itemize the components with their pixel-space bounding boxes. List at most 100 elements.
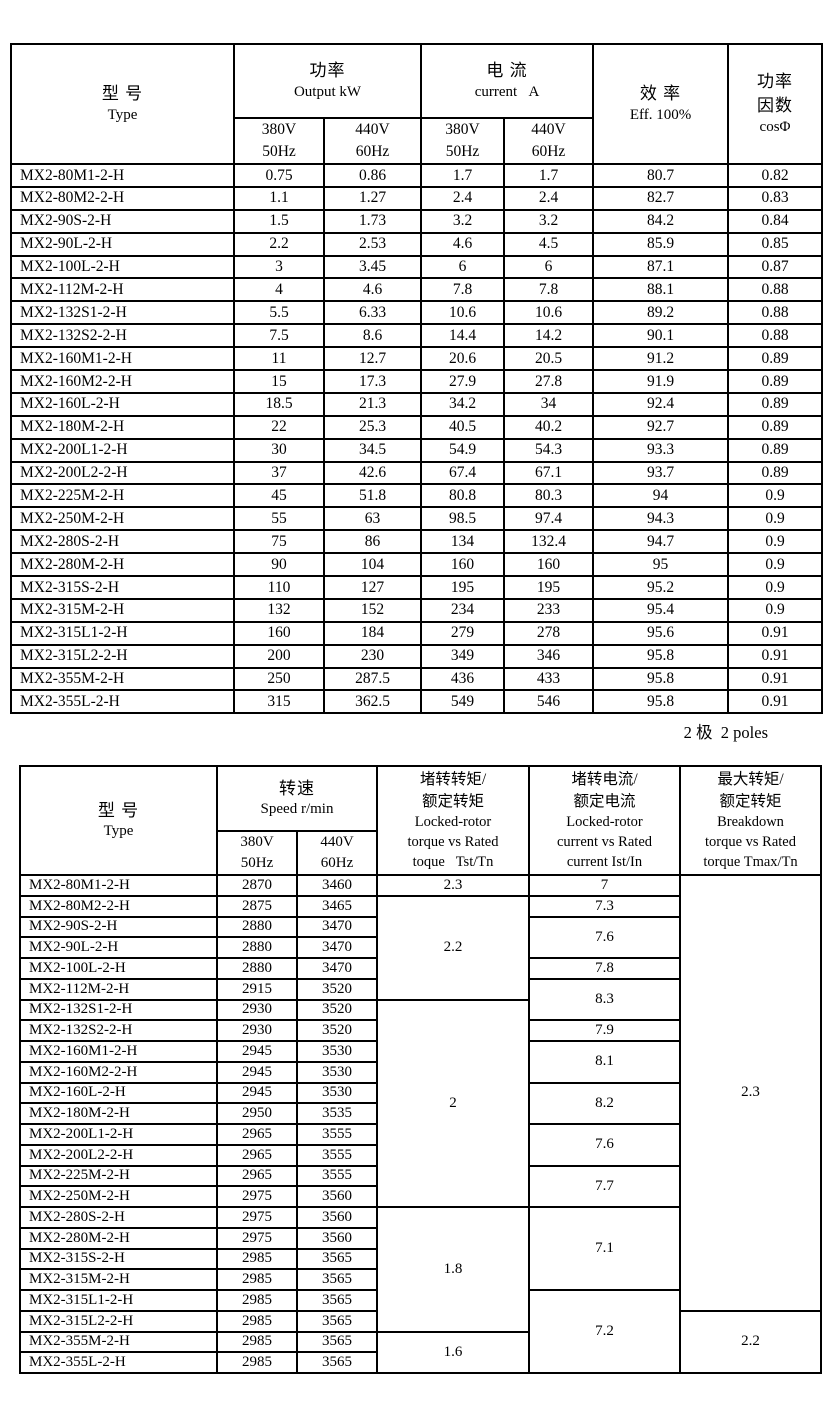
- ist-ratio-cell: 8.3: [528, 977, 681, 1022]
- table-row: MX2-160L-2-H 18.5 21.3 34.2 34 92.4 0.89: [10, 391, 824, 417]
- value-cell: 92.4: [592, 391, 730, 417]
- table-row: MX2-132S1-2-H 5.5 6.33 10.6 10.6 89.2 0.88: [10, 300, 824, 326]
- speed-cell: 3560: [296, 1226, 378, 1250]
- value-cell: 40.5: [420, 414, 506, 440]
- header-line: torque vs Rated: [704, 833, 796, 850]
- model-cell: MX2-160L-2-H: [10, 391, 235, 417]
- speed-cell: 2880: [216, 936, 298, 959]
- value-cell: 546: [503, 689, 595, 715]
- value-cell: 55: [233, 506, 325, 532]
- speed-cell: 2945: [216, 1040, 298, 1063]
- speed-cell: 3520: [296, 1019, 378, 1042]
- table-row: MX2-132S1-2-H 2930 3520 2: [19, 998, 821, 1208]
- value-cell: 0.9: [727, 483, 824, 509]
- value-cell: 349: [420, 643, 506, 669]
- value-cell: 0.91: [727, 620, 824, 646]
- table-row: MX2-200L1-2-H 2965 3555 7.6: [19, 1123, 821, 1167]
- header-line: 额定电流: [573, 792, 636, 810]
- value-cell: 0.91: [727, 666, 824, 692]
- model-cell: MX2-100L-2-H: [10, 254, 235, 280]
- value-cell: 34: [503, 391, 595, 417]
- speed-cell: 2870: [216, 874, 298, 897]
- value-cell: 132: [233, 597, 325, 623]
- value-cell: 0.91: [727, 643, 824, 669]
- value-cell: 195: [420, 575, 506, 600]
- speed-cell: 2975: [216, 1226, 298, 1250]
- value-cell: 15: [233, 369, 325, 394]
- model-cell: MX2-280S-2-H: [10, 529, 235, 555]
- value-cell: 10.6: [420, 300, 506, 326]
- model-cell: MX2-315L1-2-H: [19, 1289, 218, 1312]
- tst-ratio-cell: 1.8: [376, 1206, 530, 1333]
- model-cell: MX2-132S1-2-H: [19, 998, 218, 1022]
- model-cell: MX2-180M-2-H: [10, 414, 235, 440]
- table-row: MX2-280S-2-H 2975 3560 1.8 7.1: [19, 1206, 821, 1333]
- speed-cell: 2930: [216, 998, 298, 1022]
- t1-header-current: 电 流 current A: [420, 43, 595, 119]
- t1-header-pf-zh2: 因数: [757, 95, 794, 115]
- value-cell: 85.9: [592, 231, 730, 257]
- value-cell: 184: [322, 620, 423, 646]
- model-cell: MX2-90S-2-H: [10, 208, 235, 234]
- value-cell: 0.89: [727, 391, 824, 417]
- speed-cell: 2985: [216, 1330, 298, 1354]
- table-row: MX2-355M-2-H 2985 3565 1.6: [19, 1330, 821, 1374]
- table-row: MX2-100L-2-H 2880 3470 7.8: [19, 957, 821, 980]
- model-cell: MX2-355M-2-H: [19, 1330, 218, 1354]
- table-row: MX2-315M-2-H 132 152 234 233 95.4 0.9: [10, 597, 824, 623]
- t1-body: MX2-80M1-2-H 0.75 0.86 1.7 1.7 80.7 0.82 MX2-80…: [10, 163, 824, 715]
- value-cell: 362.5: [322, 689, 423, 715]
- voltage-label: 380V: [240, 834, 274, 850]
- table-row: MX2-250M-2-H 2975 3560: [19, 1185, 821, 1208]
- header-line: Locked-rotor: [566, 813, 643, 830]
- table-row: MX2-250M-2-H 55 63 98.5 97.4 94.3 0.9: [10, 506, 824, 532]
- value-cell: 0.82: [727, 163, 824, 188]
- value-cell: 127: [322, 575, 423, 600]
- model-cell: MX2-355M-2-H: [10, 666, 235, 692]
- t2-header-row-1: 型 号 Type 转速 Speed r/min 堵转转矩/ 额定转矩 Locke…: [19, 765, 822, 876]
- value-cell: 1.73: [322, 208, 423, 234]
- speed-cell: 2880: [216, 915, 298, 939]
- speed-cell: 2880: [216, 957, 298, 980]
- value-cell: 7.8: [503, 277, 595, 303]
- ist-ratio-cell: 8.2: [528, 1081, 681, 1125]
- t1-subheader-current-380: 380V 50Hz: [420, 117, 506, 165]
- speed-cell: 3565: [296, 1247, 378, 1271]
- speed-cell: 2930: [216, 1019, 298, 1042]
- value-cell: 25.3: [322, 414, 423, 440]
- value-cell: 0.89: [727, 346, 824, 372]
- ist-ratio-cell: 8.1: [528, 1040, 681, 1084]
- header-line: current Ist/In: [566, 853, 643, 870]
- value-cell: 278: [503, 620, 595, 646]
- value-cell: 433: [503, 666, 595, 692]
- value-cell: 1.5: [233, 208, 325, 234]
- t1-header-eff: 效 率 Eff. 100%: [592, 43, 730, 165]
- value-cell: 160: [503, 552, 595, 578]
- value-cell: 34.5: [322, 437, 423, 463]
- value-cell: 27.9: [420, 369, 506, 394]
- value-cell: 549: [420, 689, 506, 715]
- speed-cell: 3565: [296, 1330, 378, 1354]
- table-row: MX2-180M-2-H 2950 3535: [19, 1102, 821, 1125]
- header-line: toque Tst/Tn: [412, 853, 494, 870]
- value-cell: 0.86: [322, 163, 423, 188]
- value-cell: 95.2: [592, 575, 730, 600]
- ist-ratio-cell: 7.9: [528, 1019, 681, 1042]
- value-cell: 90.1: [592, 323, 730, 349]
- value-cell: 95.8: [592, 643, 730, 669]
- table-row: MX2-160M1-2-H 11 12.7 20.6 20.5 91.2 0.89: [10, 346, 824, 372]
- speed-cell: 3465: [296, 894, 378, 918]
- speed-cell: 2975: [216, 1185, 298, 1208]
- speed-cell: 2945: [216, 1060, 298, 1084]
- model-cell: MX2-225M-2-H: [10, 483, 235, 509]
- value-cell: 195: [503, 575, 595, 600]
- model-cell: MX2-112M-2-H: [19, 977, 218, 1001]
- value-cell: 8.6: [322, 323, 423, 349]
- t1-header-power: 功率 Output kW: [232, 43, 423, 119]
- voltage-label: 380V: [445, 121, 480, 139]
- value-cell: 230: [322, 643, 423, 669]
- model-cell: MX2-315S-2-H: [19, 1247, 218, 1271]
- model-cell: MX2-80M1-2-H: [19, 874, 218, 897]
- value-cell: 0.89: [727, 414, 824, 440]
- value-cell: 86: [322, 529, 423, 555]
